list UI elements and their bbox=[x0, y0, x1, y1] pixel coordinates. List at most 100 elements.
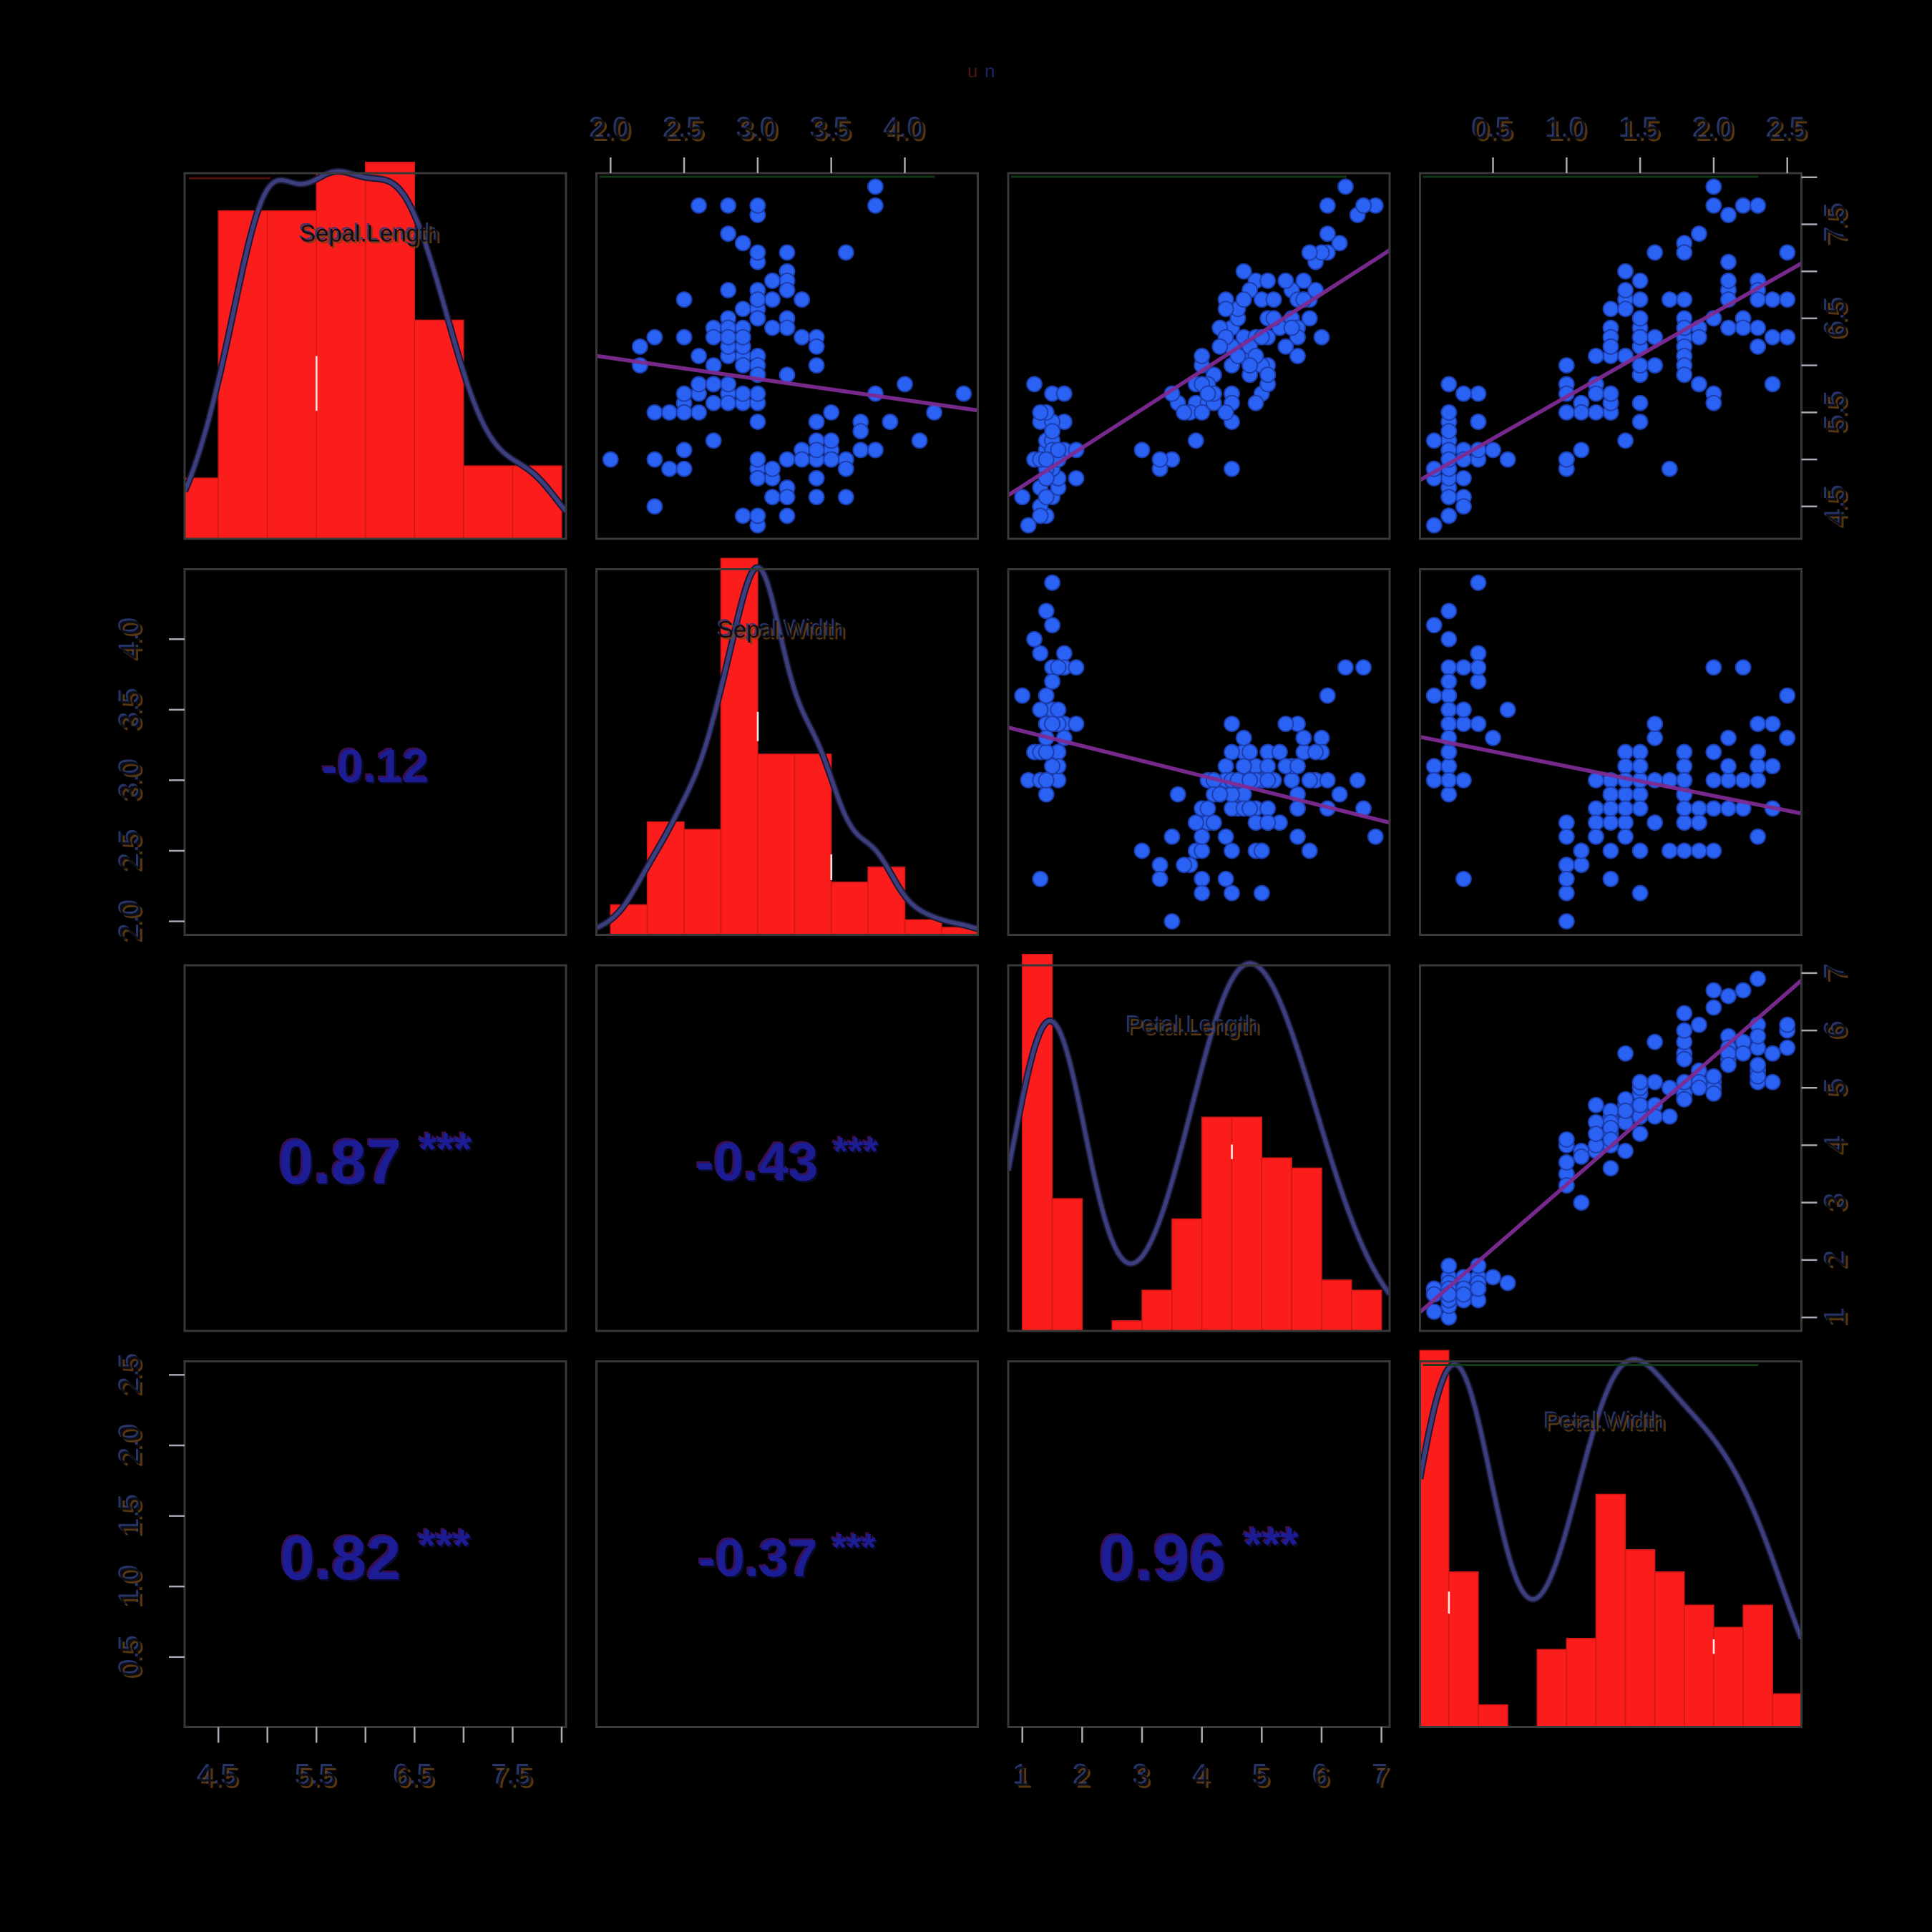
data-point bbox=[1735, 319, 1752, 336]
data-point bbox=[1558, 828, 1575, 845]
tick-label: 1.01.01.0 bbox=[1545, 112, 1589, 147]
svg-text:0.5: 0.5 bbox=[1471, 112, 1511, 143]
svg-text:3.0: 3.0 bbox=[117, 763, 149, 803]
data-point bbox=[1187, 432, 1204, 449]
svg-text:2.0: 2.0 bbox=[117, 1428, 149, 1468]
data-point bbox=[1602, 301, 1619, 318]
data-point bbox=[1044, 758, 1061, 775]
hist-bar bbox=[1595, 1493, 1626, 1728]
data-point bbox=[1750, 828, 1767, 845]
data-point bbox=[1247, 394, 1264, 411]
data-point bbox=[1764, 758, 1781, 775]
data-point bbox=[1705, 982, 1722, 999]
data-point bbox=[897, 376, 913, 393]
svg-text:6: 6 bbox=[1823, 1025, 1854, 1040]
data-point bbox=[1176, 404, 1193, 421]
hist-bar bbox=[1111, 1320, 1143, 1332]
svg-text:2.5: 2.5 bbox=[117, 833, 149, 873]
data-point bbox=[1646, 716, 1664, 733]
svg-text:1.5: 1.5 bbox=[1620, 114, 1660, 145]
svg-text:Sepal.Width: Sepal.Width bbox=[720, 618, 847, 644]
svg-text:Petal.Width: Petal.Width bbox=[1543, 1406, 1664, 1433]
tick-label: 666 bbox=[1312, 1759, 1332, 1795]
data-point bbox=[1617, 743, 1634, 761]
data-point bbox=[661, 404, 678, 421]
data-point bbox=[1720, 272, 1737, 289]
panel-border bbox=[1007, 568, 1391, 936]
panel-0-3 bbox=[1419, 172, 1802, 540]
svg-text:Petal.Length: Petal.Length bbox=[1127, 1012, 1259, 1038]
data-point bbox=[1750, 1056, 1767, 1073]
data-point bbox=[1646, 1033, 1664, 1050]
data-point bbox=[1676, 814, 1693, 831]
data-point bbox=[808, 357, 825, 374]
data-point bbox=[1224, 884, 1240, 902]
regression-line bbox=[1419, 979, 1802, 1314]
svg-text:1: 1 bbox=[1821, 1309, 1853, 1325]
data-point bbox=[1217, 828, 1234, 845]
svg-text:7: 7 bbox=[1372, 1759, 1387, 1790]
tick-label: 7.57.57.5 bbox=[491, 1759, 535, 1795]
data-point bbox=[1044, 574, 1061, 591]
panel-border bbox=[183, 1360, 567, 1728]
svg-text:0.96***: 0.96 *** bbox=[1098, 1517, 1297, 1593]
panel-border bbox=[183, 568, 567, 936]
data-point bbox=[1470, 645, 1487, 662]
svg-text:4: 4 bbox=[1192, 1759, 1208, 1790]
panel-1-0: -0.12-0.12-0.12 bbox=[183, 568, 567, 936]
svg-text:2.0: 2.0 bbox=[590, 114, 630, 145]
data-point bbox=[763, 319, 781, 336]
data-point bbox=[867, 441, 884, 459]
svg-text:6.5: 6.5 bbox=[1823, 301, 1854, 341]
svg-text:6.5: 6.5 bbox=[396, 1762, 436, 1794]
svg-text:1.5: 1.5 bbox=[1622, 116, 1662, 147]
data-point bbox=[1313, 328, 1330, 346]
data-point bbox=[1764, 716, 1781, 733]
svg-text:Sepal.Width: Sepal.Width bbox=[718, 616, 845, 643]
data-point bbox=[1705, 999, 1722, 1016]
data-point bbox=[1163, 913, 1181, 930]
svg-text:-0.43***: -0.43 *** bbox=[698, 1132, 880, 1194]
data-point bbox=[1289, 828, 1306, 845]
data-point bbox=[1440, 602, 1458, 620]
data-point bbox=[1602, 842, 1619, 859]
svg-text:5.5: 5.5 bbox=[298, 1762, 338, 1794]
data-point bbox=[705, 328, 722, 346]
data-point bbox=[1455, 498, 1472, 515]
data-point bbox=[1032, 404, 1049, 421]
data-point bbox=[1038, 743, 1055, 761]
svg-text:0.5: 0.5 bbox=[1473, 114, 1513, 145]
data-point bbox=[1631, 1073, 1649, 1091]
hist-bar bbox=[365, 162, 416, 540]
svg-text:Sepal.Length: Sepal.Length bbox=[300, 220, 439, 246]
data-point bbox=[1750, 758, 1767, 775]
data-point bbox=[1750, 1028, 1767, 1045]
data-point bbox=[1779, 328, 1796, 346]
data-point bbox=[1455, 771, 1472, 789]
svg-text:7.5: 7.5 bbox=[1819, 203, 1850, 243]
data-point bbox=[1470, 1280, 1487, 1297]
tick-label: 4.04.04.0 bbox=[113, 618, 149, 661]
svg-text:1.0: 1.0 bbox=[117, 1568, 149, 1609]
data-point bbox=[1235, 758, 1252, 775]
panel-border bbox=[1419, 1360, 1802, 1728]
panel-3-1: -0.37 ***-0.37 ***-0.37 *** bbox=[595, 1360, 979, 1728]
data-point bbox=[1705, 197, 1722, 214]
data-point bbox=[705, 394, 722, 411]
data-point bbox=[1631, 357, 1649, 374]
data-point bbox=[1587, 828, 1604, 845]
data-point bbox=[1558, 814, 1575, 831]
data-point bbox=[1133, 842, 1151, 859]
data-point bbox=[1211, 786, 1229, 803]
title-glyph: n bbox=[985, 60, 995, 82]
hist-bar bbox=[1171, 1218, 1203, 1332]
tick-label: 6.56.56.5 bbox=[393, 1759, 436, 1795]
data-point bbox=[705, 376, 722, 393]
svg-text:2.5: 2.5 bbox=[117, 1357, 149, 1397]
svg-text:5.5: 5.5 bbox=[1821, 393, 1853, 433]
svg-text:3.5: 3.5 bbox=[117, 692, 149, 732]
data-point bbox=[882, 414, 899, 430]
